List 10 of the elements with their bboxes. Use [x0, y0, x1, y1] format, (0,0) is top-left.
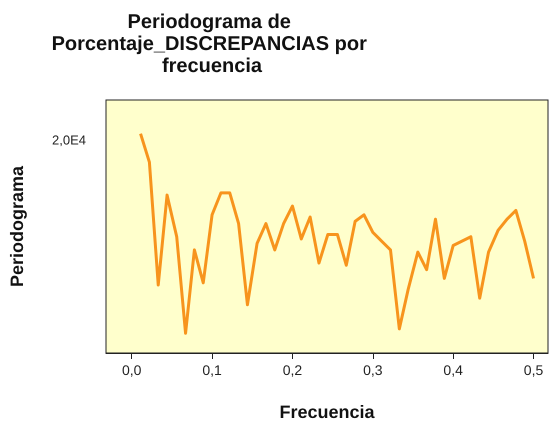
x-tick-label: 0,2 — [282, 362, 302, 378]
x-tick-label: 0,3 — [363, 362, 383, 378]
x-tick-label: 0,4 — [443, 362, 464, 378]
chart-title: Periodograma de Porcentaje_DISCREPANCIAS por frecuencia — [52, 11, 372, 77]
text: 2,0E4 — [52, 132, 86, 148]
x-tick-label: 0,1 — [202, 362, 222, 378]
x-axis-title: Frecuencia — [279, 402, 376, 422]
y-axis-title: Periodograma — [7, 165, 27, 288]
x-tick-label: 0,0 — [122, 362, 142, 378]
x-tick-label: 0,5 — [524, 362, 544, 378]
